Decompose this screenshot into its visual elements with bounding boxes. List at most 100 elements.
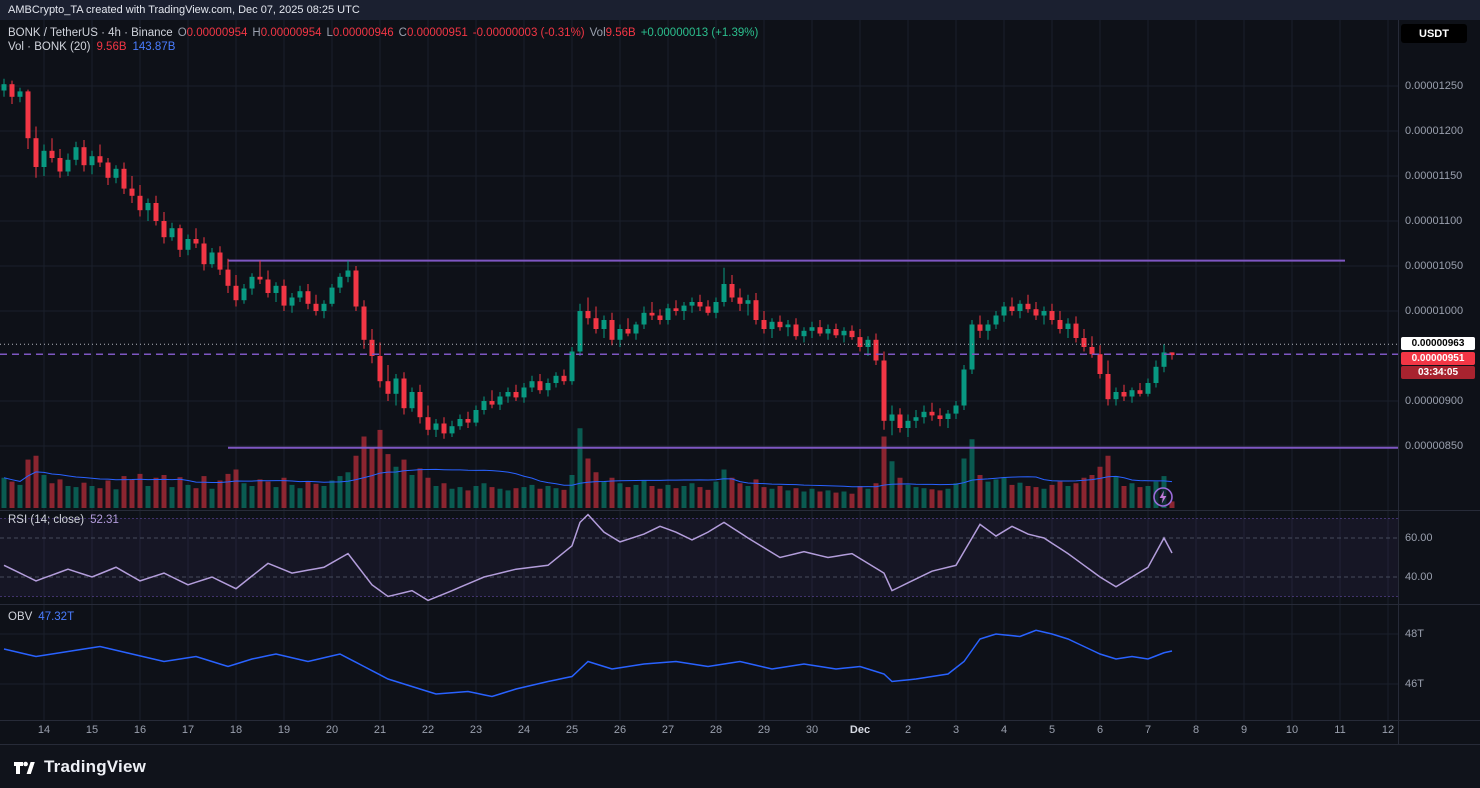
main-price-pane[interactable] (0, 20, 1398, 510)
volume-bar (977, 475, 983, 508)
candle (857, 337, 863, 347)
obv-legend-row: OBV 47.32T (8, 611, 74, 623)
tradingview-logo-icon[interactable] (12, 755, 36, 779)
volume-bar (985, 481, 991, 508)
volume-bar (369, 447, 375, 508)
attribution-bar: AMBCrypto_TA created with TradingView.co… (0, 0, 1480, 20)
time-tick-label: 18 (229, 724, 243, 736)
volume-bar (841, 491, 847, 508)
volume-bar (561, 489, 567, 508)
candle (289, 297, 295, 306)
volume-bar (657, 488, 663, 508)
candle (145, 203, 151, 211)
candle (729, 284, 735, 298)
alert-price-label[interactable]: 0.00000963 (1401, 337, 1475, 351)
candle (81, 147, 87, 166)
volume-bar (409, 475, 415, 508)
tradingview-wordmark[interactable]: TradingView (44, 756, 147, 776)
candle (585, 311, 591, 319)
candle (673, 308, 679, 311)
candle (849, 330, 855, 338)
volume-bar (1097, 466, 1103, 508)
symbol-title[interactable]: BONK / TetherUS · 4h · Binance (8, 27, 173, 39)
candle (417, 392, 423, 418)
candle (1073, 323, 1079, 338)
volume-bar (697, 487, 703, 508)
volume-ma-value: 143.87B (132, 41, 176, 53)
rsi-band (0, 518, 1398, 597)
time-tick-label: 4 (1000, 724, 1008, 736)
volume-bar (913, 487, 919, 508)
obv-tick-label: 46T (1405, 678, 1424, 690)
pane-separator[interactable] (0, 604, 1480, 605)
price-tick-label: 0.00001100 (1405, 215, 1463, 227)
volume-bar (185, 484, 191, 508)
candle (1121, 392, 1127, 397)
volume-bar (281, 477, 287, 508)
candle (1, 84, 7, 91)
volume-indicator-title[interactable]: Vol · BONK (20) (8, 41, 91, 53)
candle (17, 91, 23, 97)
candle (409, 392, 415, 409)
volume-bar (993, 479, 999, 508)
volume-bar (825, 490, 831, 508)
candle (505, 392, 511, 397)
price-axis[interactable]: 0.00001250 0.00001200 0.00001150 0.00001100… (1399, 0, 1480, 744)
high-key: H (252, 27, 261, 39)
volume-bar (289, 484, 295, 508)
volume-bar (297, 488, 303, 508)
candle (249, 276, 255, 289)
candle (89, 156, 95, 166)
candle (521, 387, 527, 398)
rsi-title[interactable]: RSI (14; close) (8, 514, 85, 526)
time-axis[interactable]: 14 15 16 17 18 19 20 21 22 23 24 25 26 27 28 29 30 Dec 2 3 4… (0, 720, 1398, 744)
volume-bar (97, 488, 103, 508)
candle (257, 276, 263, 280)
candle (977, 324, 983, 331)
volume-bar (665, 484, 671, 508)
obv-title[interactable]: OBV (8, 611, 33, 623)
volume-bar (705, 489, 711, 508)
attribution-text: AMBCrypto_TA created with TradingView.co… (8, 4, 360, 16)
volume-bar (801, 491, 807, 508)
candle (561, 375, 567, 382)
candle (361, 306, 367, 340)
volume-bar (577, 428, 583, 508)
candle (785, 324, 791, 328)
candle (353, 270, 359, 307)
volume-bar (161, 475, 167, 508)
volume-bar (681, 486, 687, 508)
time-tick-label: 25 (565, 724, 579, 736)
volume-bar (1129, 483, 1135, 508)
last-price-label[interactable]: 0.00000951 (1401, 352, 1475, 366)
candle (833, 329, 839, 336)
currency-toggle-button[interactable]: USDT (1401, 24, 1467, 43)
candle (113, 168, 119, 178)
rsi-value: 52.31 (90, 514, 119, 526)
volume-bar (489, 487, 495, 508)
volume-change: +0.00000013 (+1.39%) (640, 27, 759, 39)
volume-bar (337, 476, 343, 508)
volume-bar (465, 490, 471, 508)
volume-bar (177, 477, 183, 508)
candle (537, 381, 543, 391)
volume-bar (1, 477, 7, 508)
volume-bar (929, 489, 935, 508)
obv-pane[interactable] (0, 604, 1398, 720)
candle (593, 318, 599, 329)
price-tick-label: 0.00001150 (1405, 170, 1463, 182)
volume-bar (441, 483, 447, 508)
time-axis-separator (0, 720, 1480, 721)
volume-key: Vol (589, 27, 606, 39)
time-tick-label: Dec (849, 724, 871, 736)
candle (1049, 311, 1055, 320)
pane-separator[interactable] (0, 510, 1480, 511)
lightning-icon[interactable] (1151, 485, 1175, 509)
rsi-pane[interactable] (0, 510, 1398, 604)
volume-bar (961, 458, 967, 508)
volume-bar (145, 486, 151, 508)
candle-countdown-label[interactable]: 03:34:05 (1401, 366, 1475, 380)
time-tick-label: 6 (1096, 724, 1104, 736)
candle (1169, 352, 1175, 356)
candle (1041, 311, 1047, 316)
